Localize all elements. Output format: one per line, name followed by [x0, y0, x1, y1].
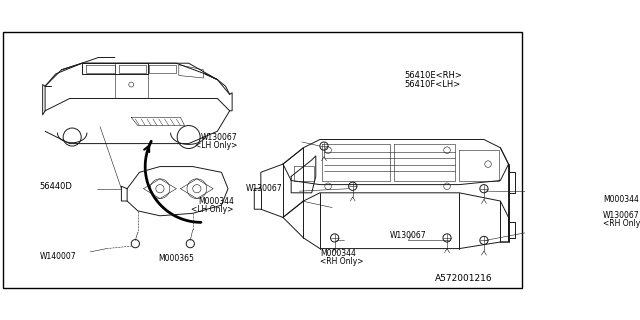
Text: M000344: M000344 — [603, 195, 639, 204]
Text: W130067: W130067 — [246, 184, 283, 193]
Text: M000344: M000344 — [198, 196, 234, 205]
Text: W130067: W130067 — [390, 231, 426, 240]
Text: W140007: W140007 — [40, 252, 76, 261]
Text: W130067: W130067 — [603, 211, 639, 220]
Text: 56440D: 56440D — [40, 182, 72, 191]
Text: W130067: W130067 — [201, 132, 238, 141]
Text: <LH Only>: <LH Only> — [195, 141, 238, 150]
Text: <LH Only>: <LH Only> — [191, 205, 234, 214]
Text: M000344: M000344 — [320, 249, 356, 258]
Text: M000365: M000365 — [159, 254, 195, 263]
Text: 56410F<LH>: 56410F<LH> — [404, 80, 461, 89]
Text: <RH Only>: <RH Only> — [603, 220, 640, 228]
Text: A572001216: A572001216 — [435, 274, 492, 283]
Text: <RH Only>: <RH Only> — [320, 257, 364, 266]
Text: 56410E<RH>: 56410E<RH> — [404, 71, 462, 80]
